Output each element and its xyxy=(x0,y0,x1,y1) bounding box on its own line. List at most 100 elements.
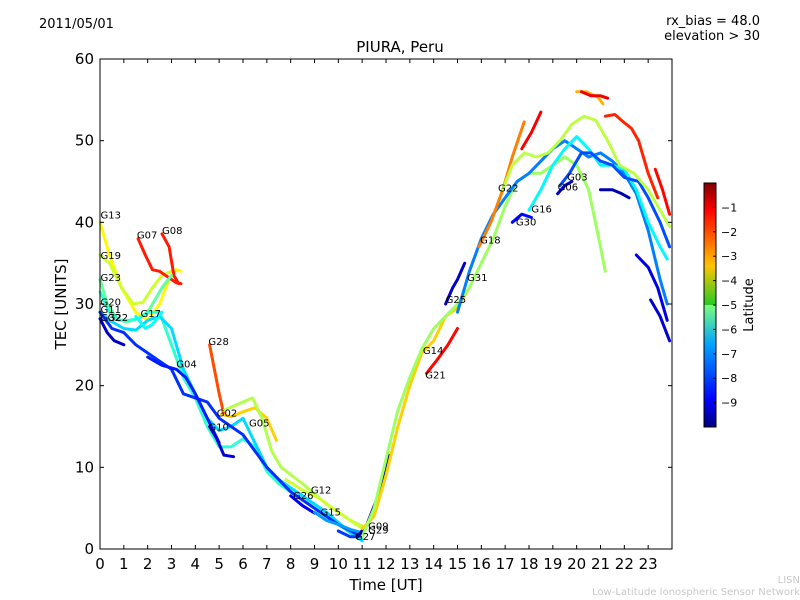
x-tick-label: 5 xyxy=(214,555,224,573)
colorbar-tick-label: −9 xyxy=(721,397,737,410)
series-G01 xyxy=(520,110,543,151)
series-G02 xyxy=(220,406,278,442)
prn-label: G04 xyxy=(176,360,196,371)
prn-label: G20 xyxy=(101,298,121,309)
series-G28 xyxy=(208,343,226,416)
params-label: rx_bias = 48.0 elevation > 30 xyxy=(664,14,760,44)
prn-label: G19 xyxy=(101,251,121,262)
prn-label: G12 xyxy=(311,486,331,497)
series-G24 xyxy=(501,114,672,228)
x-axis-label: Time [UT] xyxy=(348,576,422,594)
series-G30 xyxy=(510,212,533,224)
x-tick-label: 21 xyxy=(591,555,610,573)
prn-label: G22 xyxy=(498,183,518,194)
prn-label: G25 xyxy=(446,295,466,306)
series-G10 xyxy=(208,425,235,459)
series-G14 xyxy=(360,155,607,539)
x-tick-label: 16 xyxy=(472,555,491,573)
x-tick-label: 10 xyxy=(329,555,348,573)
x-tick-label: 19 xyxy=(543,555,562,573)
x-axis: 0 1 2 3 4 5 6 7 8 9 10 11 12 13 14 15 16 17 18 19 20 21 22 23 xyxy=(95,59,658,573)
x-tick-label: 7 xyxy=(262,555,272,573)
credit-name: Low-Latitude Ionospheric Sensor Network xyxy=(592,587,800,598)
colorbar-tick-label: −6 xyxy=(721,323,737,336)
colorbar-tick-label: −1 xyxy=(721,201,737,214)
x-tick-label: 23 xyxy=(639,555,658,573)
prn-label: G02 xyxy=(217,409,237,420)
x-tick-label: 13 xyxy=(400,555,419,573)
series-layer xyxy=(98,90,672,543)
x-tick-label: 17 xyxy=(496,555,515,573)
prn-label: G23 xyxy=(101,273,121,284)
x-tick-label: 1 xyxy=(119,555,129,573)
y-tick-label: 40 xyxy=(75,213,94,231)
credit: LISN Low-Latitude Ionospheric Sensor Net… xyxy=(592,575,800,599)
series-G27b xyxy=(603,113,660,200)
series-G10b xyxy=(575,90,605,106)
y-tick-label: 10 xyxy=(75,458,94,476)
x-tick-label: 4 xyxy=(191,555,201,573)
x-tick-label: 15 xyxy=(448,555,467,573)
prn-label: G21 xyxy=(425,370,445,381)
prn-label: G03 xyxy=(567,173,587,184)
series-G06 xyxy=(556,180,574,196)
colorbar-tick-label: −3 xyxy=(721,250,737,263)
prn-label: G06 xyxy=(558,183,578,194)
series-G17 xyxy=(134,310,164,330)
series-G32 xyxy=(98,310,364,539)
credit-abbrev: LISN xyxy=(777,575,800,586)
y-tick-label: 50 xyxy=(75,132,94,150)
rx-bias-label: rx_bias = 48.0 xyxy=(666,14,760,29)
x-tick-label: 2 xyxy=(143,555,153,573)
x-tick-label: 14 xyxy=(424,555,443,573)
series-G22 xyxy=(98,317,126,347)
series-G15 xyxy=(313,510,364,535)
prn-label: G28 xyxy=(208,337,228,348)
series-G04 xyxy=(146,355,221,445)
x-tick-label: 6 xyxy=(238,555,248,573)
series-G05 xyxy=(222,396,364,528)
series-G15b xyxy=(649,298,672,343)
x-tick-label: 12 xyxy=(376,555,395,573)
x-tick-label: 3 xyxy=(167,555,177,573)
colorbar-tick-label: −2 xyxy=(721,226,737,239)
y-tick-label: 30 xyxy=(75,295,94,313)
x-tick-label: 9 xyxy=(310,555,320,573)
colorbar-tick-label: −8 xyxy=(721,372,737,385)
series-G02b xyxy=(653,167,672,216)
series-G03 xyxy=(558,151,672,249)
prn-label: G26 xyxy=(293,491,313,502)
y-tick-label: 20 xyxy=(75,377,94,395)
y-axis: 0 10 20 30 40 50 60 xyxy=(75,50,672,558)
series-G11 xyxy=(98,310,364,543)
series-G09b xyxy=(599,188,631,200)
y-tick-label: 60 xyxy=(75,50,94,68)
prn-label: G13 xyxy=(101,210,121,221)
prn-label: G27 xyxy=(355,532,375,543)
prn-label: G14 xyxy=(423,346,443,357)
prn-label: G16 xyxy=(531,205,551,216)
prn-label: G32 xyxy=(101,313,121,324)
colorbar-ticks: −1 −2 −3 −4 −5 −6 −7 −8 −9 xyxy=(713,201,737,410)
x-tick-label: 18 xyxy=(519,555,538,573)
y-tick-label: 0 xyxy=(84,540,94,558)
prn-label: G10 xyxy=(208,423,228,434)
series-G19 xyxy=(98,253,173,306)
elevation-label: elevation > 30 xyxy=(664,29,760,44)
prn-label: G08 xyxy=(162,226,182,237)
colorbar: −1 −2 −3 −4 −5 −6 −7 −8 −9 Latitude xyxy=(703,182,757,428)
x-tick-label: 8 xyxy=(286,555,296,573)
series-G25 xyxy=(444,261,467,306)
colorbar-tick-label: −4 xyxy=(721,275,737,288)
prn-label: G11 xyxy=(101,305,121,316)
prn-label: G31 xyxy=(467,273,487,284)
prn-label: G30 xyxy=(516,218,536,229)
x-tick-label: 20 xyxy=(567,555,586,573)
prn-label: G15 xyxy=(321,508,341,519)
series-G05b xyxy=(579,90,610,100)
prn-label: G22 xyxy=(108,313,128,324)
series-G12 xyxy=(284,478,364,531)
series-G08 xyxy=(160,232,181,286)
prn-label: G09 xyxy=(368,521,388,532)
